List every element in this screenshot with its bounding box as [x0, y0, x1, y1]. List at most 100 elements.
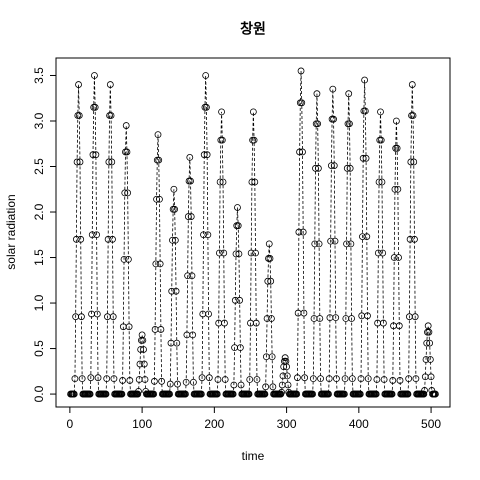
data-point [72, 235, 80, 243]
data-point [251, 178, 259, 186]
data-point [314, 120, 322, 128]
data-point [425, 328, 433, 336]
y-tick-label: 2.0 [32, 203, 46, 220]
data-point [379, 319, 387, 327]
data-point [216, 178, 224, 186]
data-point [432, 390, 439, 398]
data-point [106, 81, 114, 88]
data-point [390, 254, 398, 261]
data-point [86, 390, 94, 398]
data-point [124, 189, 132, 197]
y-tick-label: 0.0 [32, 385, 46, 402]
data-point [110, 375, 118, 382]
data-point [299, 148, 306, 156]
data-point [102, 390, 110, 398]
data-point [348, 315, 356, 322]
data-point [395, 254, 402, 261]
data-point [378, 178, 386, 186]
data-point [154, 131, 162, 139]
data-point [134, 390, 142, 398]
data-point [150, 377, 158, 385]
data-point [375, 178, 383, 186]
data-point [296, 148, 303, 156]
y-tick-label: 1.5 [32, 249, 46, 266]
data-point [295, 228, 303, 236]
data-point [166, 380, 174, 388]
data-point [392, 117, 400, 125]
data-point [284, 381, 292, 389]
data-point [263, 315, 271, 322]
data-point [309, 390, 316, 398]
data-point [391, 185, 399, 193]
data-point [138, 331, 146, 339]
data-point [314, 164, 322, 172]
data-point [359, 233, 366, 240]
data-point [395, 322, 403, 330]
data-point [246, 376, 254, 383]
data-point [71, 375, 79, 382]
data-point [408, 81, 416, 88]
data-point [346, 164, 354, 172]
y-tick-label: 3.0 [32, 112, 46, 129]
data-point [221, 319, 228, 327]
data-point [347, 240, 355, 248]
data-point [168, 287, 176, 295]
data-point [377, 108, 384, 116]
data-point [221, 376, 229, 383]
data-point [380, 376, 388, 383]
data-point [364, 312, 371, 320]
data-point [405, 375, 413, 382]
data-point [174, 380, 181, 388]
data-point [172, 287, 180, 295]
data-point [297, 67, 305, 75]
data-point [407, 158, 415, 166]
data-point [269, 383, 277, 391]
data-point [173, 339, 181, 347]
data-point [329, 85, 337, 93]
data-point [363, 233, 371, 240]
data-point [140, 346, 147, 353]
data-point [204, 231, 212, 239]
data-point [249, 108, 257, 116]
data-point [426, 356, 434, 363]
data-point [171, 205, 179, 213]
data-point [187, 177, 194, 185]
data-point [186, 154, 194, 161]
chart-title: 창원 [240, 21, 266, 37]
x-tick-label: 0 [67, 417, 74, 431]
data-point [232, 250, 240, 258]
data-point [135, 387, 142, 395]
data-point [156, 195, 163, 203]
data-point [236, 344, 244, 352]
data-point [77, 235, 85, 243]
data-point [340, 390, 348, 398]
data-point [327, 237, 335, 245]
data-point [203, 151, 211, 159]
data-point [245, 390, 253, 398]
data-point [268, 353, 276, 361]
data-point [309, 375, 317, 382]
data-point [279, 372, 287, 380]
data-point [406, 235, 414, 243]
data-point [423, 339, 431, 347]
data-point [250, 136, 258, 144]
data-point [373, 376, 381, 383]
data-point [411, 235, 418, 243]
data-point [316, 315, 324, 322]
data-point [333, 375, 340, 382]
data-point [332, 314, 340, 322]
data-point [184, 272, 192, 280]
data-point [389, 377, 397, 384]
plot-box [55, 57, 451, 408]
data-point [374, 249, 382, 257]
data-point [424, 322, 432, 330]
x-tick-label: 400 [349, 417, 369, 431]
data-point [346, 120, 353, 128]
x-tick-label: 200 [204, 417, 224, 431]
data-point [331, 237, 339, 245]
data-point [182, 378, 190, 386]
data-point [88, 231, 96, 239]
data-point [198, 374, 206, 382]
data-point [220, 249, 228, 257]
